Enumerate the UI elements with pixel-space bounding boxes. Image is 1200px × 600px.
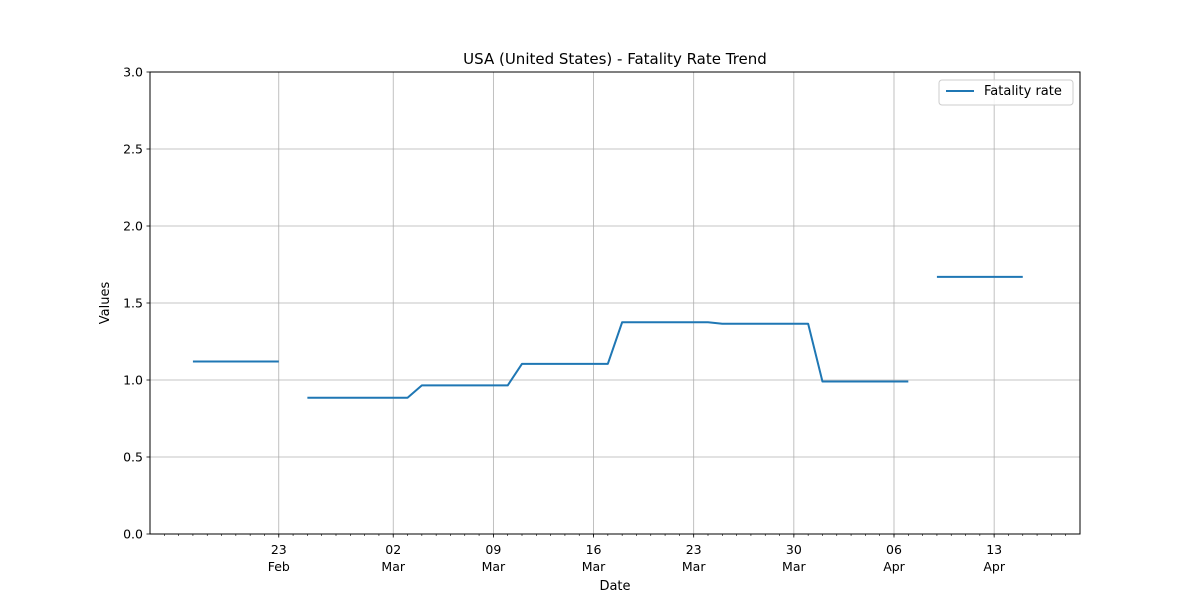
- x-tick-label-day: 16: [586, 542, 602, 557]
- grid: [150, 71, 1080, 535]
- x-tick-label-day: 23: [686, 542, 702, 557]
- y-tick-label: 1.0: [123, 373, 143, 388]
- x-tick-label-month: Mar: [381, 559, 405, 574]
- x-tick-label-day: 02: [385, 542, 401, 557]
- x-tick-label-month: Apr: [983, 559, 1005, 574]
- y-tick-label: 0.0: [123, 527, 143, 542]
- x-axis-label: Date: [599, 579, 630, 594]
- series-lines: [192, 275, 1023, 399]
- y-tick-label: 0.5: [123, 450, 143, 465]
- x-axis: 23 Feb 02 Mar 09 Mar 16 Mar 23 Mar 30 Mar 06 Apr 13 Apr: [164, 534, 1066, 574]
- chart-title: USA (United States) - Fatality Rate Tren…: [463, 50, 767, 68]
- y-axis: 0.0 0.5 1.0 1.5 2.0 2.5 3.0: [123, 65, 150, 542]
- legend-box: [938, 79, 1074, 106]
- x-tick-label-month: Mar: [682, 559, 706, 574]
- x-tick-label-month: Mar: [582, 559, 606, 574]
- x-tick-label-month: Mar: [782, 559, 806, 574]
- legend-label: Fatality rate: [984, 84, 1062, 99]
- x-tick-label-day: 13: [986, 542, 1002, 557]
- y-tick-label: 3.0: [123, 65, 143, 80]
- x-tick-label-month: Mar: [482, 559, 506, 574]
- x-tick-label-day: 09: [485, 542, 501, 557]
- y-tick-label: 2.0: [123, 219, 143, 234]
- x-tick-label-day: 23: [271, 542, 287, 557]
- x-tick-label-day: 30: [786, 542, 802, 557]
- y-tick-label: 1.5: [123, 296, 143, 311]
- fatality-rate-line-segment: [307, 321, 909, 399]
- y-axis-label: Values: [98, 282, 113, 325]
- x-tick-label-month: Feb: [268, 559, 290, 574]
- legend: Fatality rate: [938, 79, 1074, 106]
- y-tick-label: 2.5: [123, 142, 143, 157]
- x-tick-label-month: Apr: [883, 559, 905, 574]
- x-tick-label-day: 06: [886, 542, 902, 557]
